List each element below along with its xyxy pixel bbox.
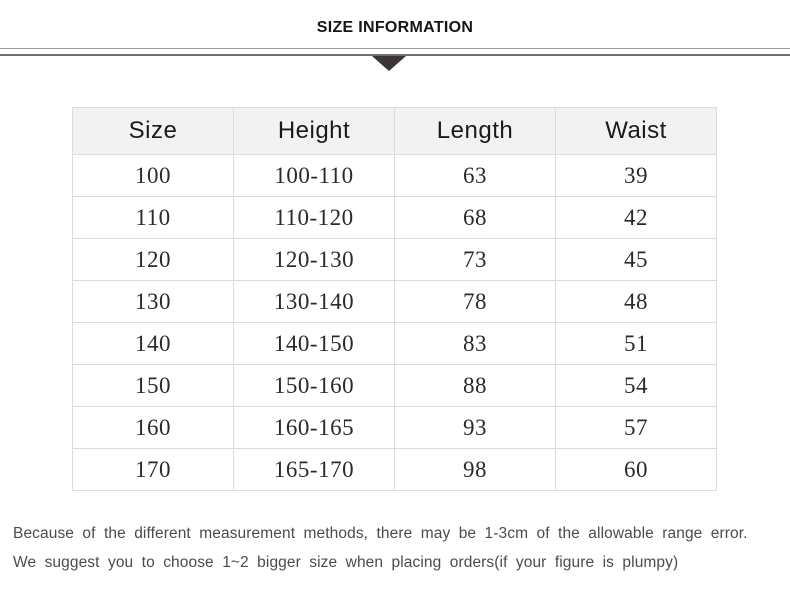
table-cell: 165-170 — [233, 448, 395, 491]
table-row: 120 120-130 73 45 — [72, 238, 717, 281]
table-cell: 110 — [72, 196, 234, 239]
table-cell: 83 — [394, 322, 556, 365]
table-cell: 88 — [394, 364, 556, 407]
disclaimer-line-2: We suggest you to choose 1~2 bigger size… — [13, 554, 679, 571]
table-cell: 130 — [72, 280, 234, 323]
table-cell: 73 — [394, 238, 556, 281]
measurement-disclaimer: Because of the different measurement met… — [13, 519, 790, 577]
table-cell: 170 — [72, 448, 234, 491]
table-cell: 110-120 — [233, 196, 395, 239]
table-cell: 45 — [555, 238, 717, 281]
table-cell: 54 — [555, 364, 717, 407]
table-cell: 100 — [72, 154, 234, 197]
table-cell: 63 — [394, 154, 556, 197]
divider-line-thin — [0, 48, 790, 49]
table-cell: 100-110 — [233, 154, 395, 197]
table-row: 100 100-110 63 39 — [72, 154, 717, 197]
triangle-down-icon — [372, 56, 406, 71]
disclaimer-line-1: Because of the different measurement met… — [13, 525, 748, 542]
table-cell: 160-165 — [233, 406, 395, 449]
table-row: 130 130-140 78 48 — [72, 280, 717, 323]
table-row: 140 140-150 83 51 — [72, 322, 717, 365]
table-cell: 140-150 — [233, 322, 395, 365]
column-header-length: Length — [394, 107, 556, 155]
column-header-size: Size — [72, 107, 234, 155]
table-cell: 120 — [72, 238, 234, 281]
size-chart-table: Size Height Length Waist 100 100-110 63 39 110 1… — [72, 107, 717, 491]
table-cell: 140 — [72, 322, 234, 365]
table-cell: 57 — [555, 406, 717, 449]
table-cell: 93 — [394, 406, 556, 449]
page-title: SIZE INFORMATION — [316, 19, 474, 36]
table-cell: 68 — [394, 196, 556, 239]
table-row: 170 165-170 98 60 — [72, 448, 717, 491]
table-cell: 130-140 — [233, 280, 395, 323]
table-cell: 42 — [555, 196, 717, 239]
size-table-header: Size Height Length Waist — [72, 107, 717, 155]
table-cell: 120-130 — [233, 238, 395, 281]
table-cell: 160 — [72, 406, 234, 449]
table-row: 150 150-160 88 54 — [72, 364, 717, 407]
table-cell: 98 — [394, 448, 556, 491]
table-cell: 78 — [394, 280, 556, 323]
table-cell: 150 — [72, 364, 234, 407]
table-cell: 51 — [555, 322, 717, 365]
divider-line-thick — [0, 54, 790, 56]
column-header-height: Height — [233, 107, 395, 155]
column-header-waist: Waist — [555, 107, 717, 155]
table-cell: 39 — [555, 154, 717, 197]
table-cell: 150-160 — [233, 364, 395, 407]
header-row: Size Height Length Waist — [72, 107, 717, 155]
table-cell: 60 — [555, 448, 717, 491]
size-table-body: 100 100-110 63 39 110 110-120 68 42 120 120-130 73… — [72, 154, 717, 491]
table-row: 110 110-120 68 42 — [72, 196, 717, 239]
table-cell: 48 — [555, 280, 717, 323]
table-row: 160 160-165 93 57 — [72, 406, 717, 449]
